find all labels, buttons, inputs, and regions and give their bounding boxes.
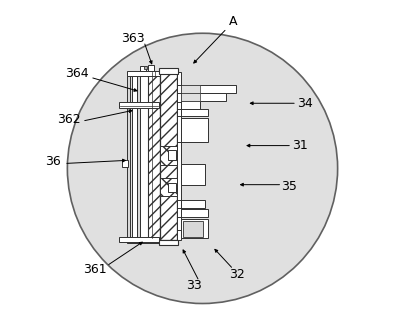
Text: 362: 362 — [57, 113, 81, 126]
Text: 36: 36 — [45, 155, 61, 168]
Bar — [181, 209, 208, 217]
Bar — [183, 221, 202, 237]
Bar — [127, 238, 160, 243]
Bar — [181, 94, 226, 101]
Bar — [122, 160, 128, 167]
Bar — [181, 219, 208, 238]
Bar — [181, 200, 205, 208]
Text: 34: 34 — [297, 97, 313, 110]
Bar — [140, 72, 148, 240]
Bar — [148, 72, 160, 240]
Bar — [160, 146, 177, 165]
Bar — [140, 66, 146, 71]
Text: 364: 364 — [65, 67, 89, 80]
Text: 33: 33 — [186, 279, 202, 292]
Bar — [159, 68, 179, 74]
Text: 35: 35 — [281, 180, 297, 193]
Bar — [159, 240, 179, 245]
Bar — [148, 64, 154, 71]
Bar — [160, 72, 177, 240]
Bar — [119, 237, 158, 242]
Bar — [127, 71, 160, 76]
Circle shape — [67, 33, 338, 303]
Bar — [181, 118, 208, 142]
Bar — [177, 72, 181, 240]
Text: 361: 361 — [83, 263, 107, 276]
Bar — [181, 109, 208, 116]
Text: A: A — [229, 15, 238, 28]
Bar — [181, 94, 200, 101]
Text: 31: 31 — [292, 139, 308, 152]
Bar — [119, 102, 158, 108]
Bar — [144, 66, 147, 69]
Bar — [137, 72, 140, 240]
Bar — [181, 164, 205, 185]
Bar — [127, 72, 130, 240]
Text: 363: 363 — [121, 32, 144, 45]
Bar — [181, 101, 200, 109]
Bar — [168, 150, 177, 160]
Text: 32: 32 — [229, 268, 245, 281]
Bar — [181, 85, 236, 93]
Bar — [132, 72, 137, 240]
Bar — [181, 85, 200, 93]
Bar — [168, 183, 177, 192]
Bar — [160, 178, 177, 196]
